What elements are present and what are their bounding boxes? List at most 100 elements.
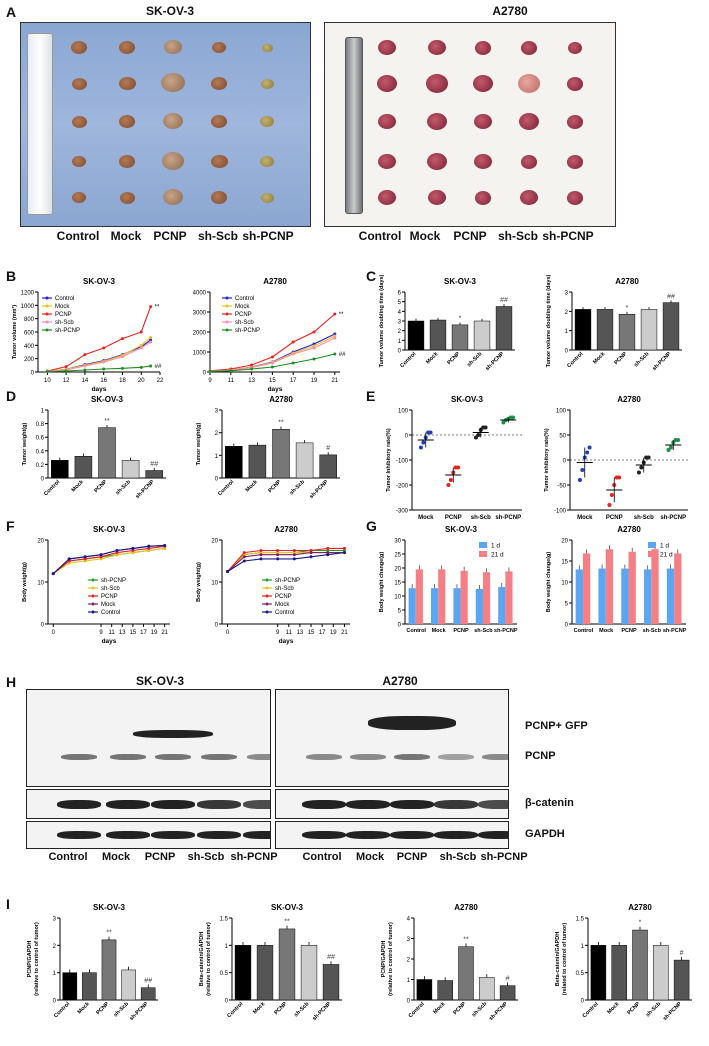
panel-letter-b: B: [6, 268, 17, 284]
y-axis-label: Body weight(g): [22, 562, 28, 602]
data-point: [147, 546, 151, 550]
blot-band: [57, 800, 101, 809]
tumor-specimen: [567, 77, 583, 91]
chart-title: SK-OV-3: [93, 903, 126, 912]
photo-label-sh-pcnp: sh-PCNP: [542, 229, 594, 243]
data-point: [292, 551, 296, 555]
legend-label: Control: [235, 296, 254, 302]
western-blot-pcnp-a2780: [275, 689, 509, 787]
tumor-specimen: [71, 77, 87, 90]
western-blot-gapdh-a2780: [275, 821, 509, 849]
x-tick-label: Mock: [245, 479, 260, 494]
data-point: [45, 370, 49, 374]
x-tick-label: Mock: [432, 1001, 447, 1016]
panel-letter-c: C: [366, 268, 377, 284]
chart-title: A2780: [617, 525, 641, 534]
wb-label-beta-catenin: β-catenin: [525, 797, 574, 809]
legend-marker: [91, 578, 95, 582]
x-tick-label: PCNP: [606, 515, 623, 521]
bar-21d-sh-pcnp: [505, 571, 513, 624]
x-tick-label: sh-PCNP: [485, 351, 506, 372]
bar-sh-pcnp: [322, 964, 340, 1001]
x-tick-label: sh-Scb: [113, 1001, 131, 1019]
data-point: [312, 357, 316, 361]
tumor-specimen: [378, 40, 396, 56]
x-tick-label: 17: [290, 378, 297, 384]
significance-mark: ##: [327, 954, 335, 961]
significance-mark: **: [339, 312, 344, 318]
data-point: [291, 340, 295, 344]
data-point: [580, 468, 585, 472]
y-tick-label: 0: [581, 999, 585, 1005]
x-tick-label: 13: [119, 630, 126, 636]
bar-control: [234, 945, 252, 1001]
bar-sh-scb: [121, 460, 140, 479]
bar-1d-pcnp: [453, 588, 461, 624]
chart-title: A2780: [617, 395, 641, 404]
legend-label: sh-PCNP: [275, 578, 300, 584]
x-tick-label: 22: [157, 378, 164, 384]
bar-1d-sh-pcnp: [498, 587, 506, 624]
tumor-specimen: [163, 189, 183, 205]
significance-mark: **: [463, 936, 469, 943]
tumor-specimen: [428, 190, 446, 206]
tumor-specimen: [378, 154, 396, 170]
bar-sh-pcnp: [673, 959, 690, 1001]
y-axis-label: Body weight(g): [196, 562, 202, 602]
x-tick-label: PCNP: [267, 479, 282, 494]
bar-21d-pcnp: [460, 570, 468, 624]
significance-mark: ##: [150, 461, 158, 468]
data-point: [646, 455, 651, 460]
significance-mark: #: [326, 445, 330, 452]
tumor-specimen: [567, 155, 583, 169]
wb-label-pcnp: PCNP: [525, 750, 556, 762]
x-tick-label: 16: [100, 378, 107, 384]
y-tick-label: 2: [398, 329, 402, 335]
y-tick-label: 1.5: [576, 917, 585, 923]
legend-marker: [265, 586, 269, 590]
y-tick-label: -300: [396, 509, 409, 515]
bar-21d-control: [582, 553, 591, 624]
legend-label: 21 d: [491, 552, 504, 559]
blot-band: [133, 730, 213, 738]
data-point: [83, 559, 87, 563]
data-point: [139, 343, 143, 347]
data-point: [428, 430, 433, 435]
y-axis-label: Tumor volume (mm³): [11, 305, 18, 359]
bar-pcnp: [458, 946, 474, 1001]
photo-label-mock: Mock: [110, 229, 142, 243]
chart-title: A2780: [269, 395, 293, 404]
x-tick-label: Control: [399, 351, 417, 369]
y-tick-label: 15: [561, 560, 568, 566]
tumor-specimen: [119, 191, 135, 204]
tumor-specimen: [72, 156, 86, 168]
data-point: [99, 553, 103, 557]
blot-band: [151, 800, 195, 809]
y-tick-label: 20: [561, 539, 568, 545]
series-line-mock: [227, 552, 345, 572]
chart-title: SK-OV-3: [91, 395, 124, 404]
y-tick-label: 1.5: [220, 917, 229, 923]
y-tick-label: 10: [561, 581, 568, 587]
significance-mark: **: [104, 418, 110, 425]
y-tick-label: 5: [565, 602, 569, 608]
series-line-control: [52, 544, 165, 575]
x-tick-label: 15: [269, 378, 276, 384]
legend-marker: [265, 578, 269, 582]
y-tick-label: 0: [41, 623, 45, 629]
y-axis-label: Tumor inhibitory rate(%): [544, 428, 550, 492]
x-tick-label: Control: [217, 479, 235, 497]
y-tick-label: 0: [215, 623, 219, 629]
bar-mock: [74, 455, 93, 479]
x-tick-label: sh-Scb: [474, 628, 493, 634]
x-tick-label: 20: [138, 378, 145, 384]
data-point: [666, 448, 671, 452]
y-axis-label: Tumor Inhibitory rate(%): [386, 428, 392, 492]
y-axis-label: Body weight change(g): [546, 552, 552, 613]
legend-swatch: [479, 551, 487, 557]
significance-mark: **: [278, 420, 284, 427]
data-point: [276, 557, 280, 561]
x-tick-label: sh-PCNP: [660, 515, 686, 521]
y-tick-label: 600: [24, 331, 35, 337]
